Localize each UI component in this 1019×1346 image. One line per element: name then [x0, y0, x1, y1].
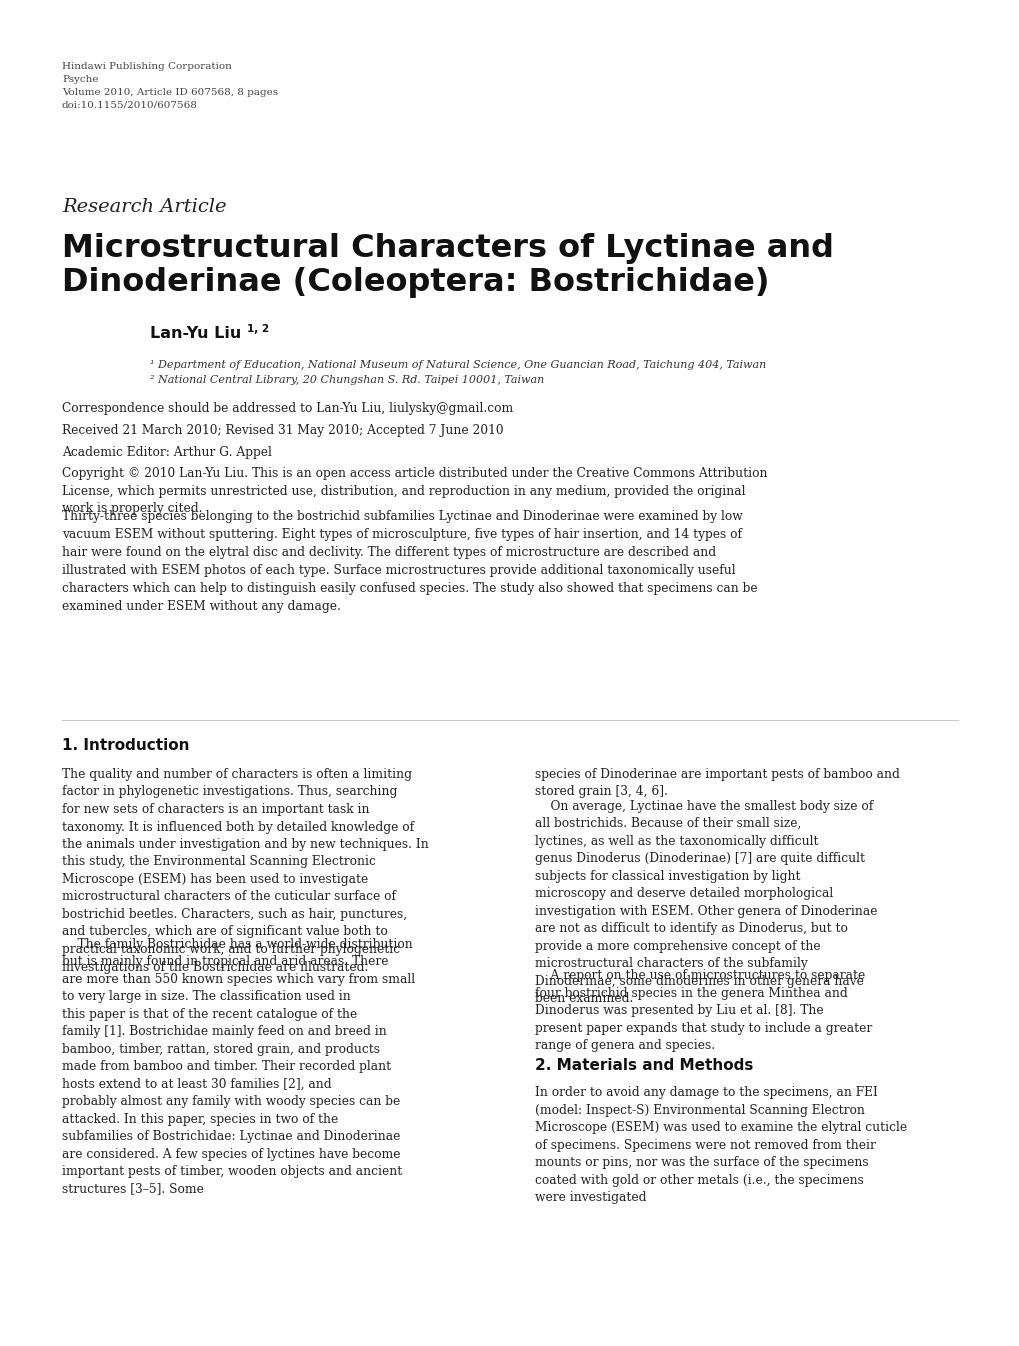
Text: Lan-Yu Liu: Lan-Yu Liu — [150, 326, 242, 341]
Text: 2. Materials and Methods: 2. Materials and Methods — [535, 1058, 753, 1073]
Text: Correspondence should be addressed to Lan-Yu Liu, liulysky@gmail.com: Correspondence should be addressed to La… — [62, 402, 513, 415]
Text: 1, 2: 1, 2 — [247, 324, 269, 334]
Text: Thirty-three species belonging to the bostrichid subfamilies Lyctinae and Dinode: Thirty-three species belonging to the bo… — [62, 510, 757, 612]
Text: ¹ Department of Education, National Museum of Natural Science, One Guancian Road: ¹ Department of Education, National Muse… — [150, 359, 765, 370]
Text: In order to avoid any damage to the specimens, an FEI
(model: Inspect-S) Environ: In order to avoid any damage to the spec… — [535, 1086, 906, 1205]
Text: Microstructural Characters of Lyctinae and: Microstructural Characters of Lyctinae a… — [62, 233, 834, 264]
Text: The quality and number of characters is often a limiting
factor in phylogenetic : The quality and number of characters is … — [62, 769, 428, 973]
Text: Dinoderinae (Coleoptera: Bostrichidae): Dinoderinae (Coleoptera: Bostrichidae) — [62, 267, 768, 297]
Text: Copyright © 2010 Lan-Yu Liu. This is an open access article distributed under th: Copyright © 2010 Lan-Yu Liu. This is an … — [62, 467, 766, 516]
Text: 1. Introduction: 1. Introduction — [62, 738, 190, 752]
Text: doi:10.1155/2010/607568: doi:10.1155/2010/607568 — [62, 101, 198, 110]
Text: Volume 2010, Article ID 607568, 8 pages: Volume 2010, Article ID 607568, 8 pages — [62, 87, 278, 97]
Text: Hindawi Publishing Corporation: Hindawi Publishing Corporation — [62, 62, 231, 71]
Text: On average, Lyctinae have the smallest body size of
all bostrichids. Because of : On average, Lyctinae have the smallest b… — [535, 800, 876, 1005]
Text: A report on the use of microstructures to separate
four bostrichid species in th: A report on the use of microstructures t… — [535, 969, 871, 1053]
Text: Received 21 March 2010; Revised 31 May 2010; Accepted 7 June 2010: Received 21 March 2010; Revised 31 May 2… — [62, 424, 503, 437]
Text: species of Dinoderinae are important pests of bamboo and
stored grain [3, 4, 6].: species of Dinoderinae are important pes… — [535, 769, 899, 798]
Text: Psyche: Psyche — [62, 75, 99, 83]
Text: The family Bostrichidae has a world-wide distribution
but is mainly found in tro: The family Bostrichidae has a world-wide… — [62, 938, 415, 1195]
Text: Academic Editor: Arthur G. Appel: Academic Editor: Arthur G. Appel — [62, 446, 272, 459]
Text: ² National Central Library, 20 Chungshan S. Rd. Taipei 10001, Taiwan: ² National Central Library, 20 Chungshan… — [150, 376, 544, 385]
Text: Research Article: Research Article — [62, 198, 226, 215]
